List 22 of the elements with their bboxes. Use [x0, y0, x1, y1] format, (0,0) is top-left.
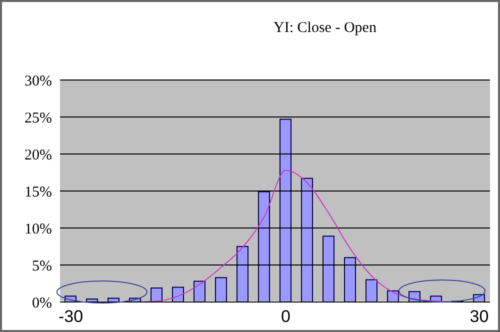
- y-tick-label: 20%: [24, 147, 52, 164]
- bar: [194, 280, 206, 302]
- bar: [150, 287, 162, 302]
- x-tick-label: 30: [470, 307, 489, 326]
- y-tick-label: 0%: [32, 295, 52, 312]
- x-tick-label: 0: [281, 307, 290, 326]
- y-tick-label: 5%: [32, 258, 52, 274]
- bar: [301, 178, 313, 302]
- bar: [258, 191, 270, 302]
- y-tick-label: 15%: [24, 184, 52, 200]
- bar: [344, 257, 356, 302]
- bar: [366, 279, 378, 302]
- bar: [236, 246, 248, 302]
- y-tick-label: 30%: [24, 73, 52, 90]
- chart-title: YI: Close - Open: [272, 20, 378, 37]
- y-tick-label: 10%: [24, 221, 52, 238]
- y-tick-label: 25%: [24, 110, 52, 126]
- bar: [172, 286, 184, 302]
- x-tick-label: -30: [58, 307, 84, 326]
- bar: [215, 277, 227, 302]
- bar: [280, 118, 292, 302]
- bar: [322, 236, 334, 302]
